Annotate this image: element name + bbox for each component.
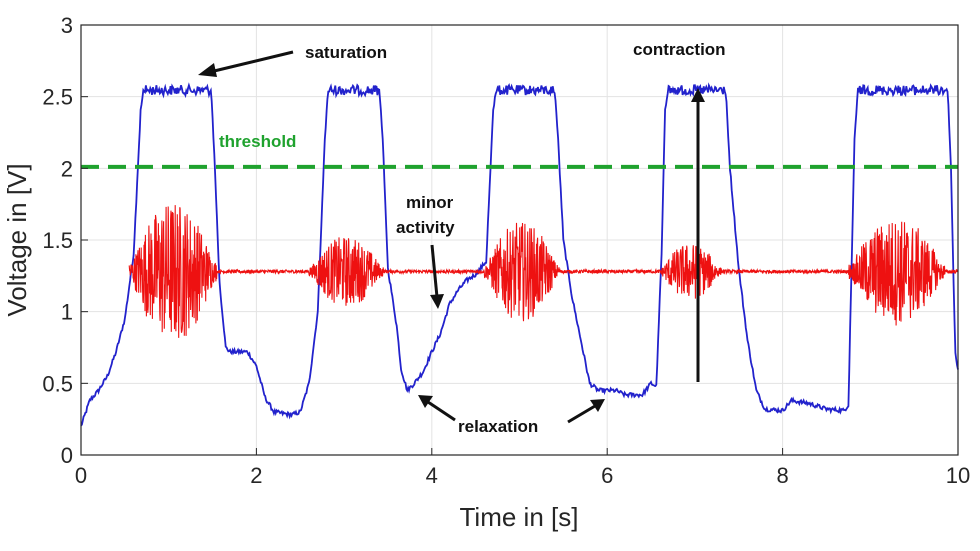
annotation-contraction: contraction	[633, 40, 726, 59]
annotation-relaxation: relaxation	[458, 417, 538, 436]
x-tick-label: 10	[946, 463, 970, 488]
x-tick-label: 8	[776, 463, 788, 488]
y-axis-label: Voltage in [V]	[2, 163, 32, 316]
minor-activity-arrow	[430, 244, 439, 298]
saturation-arrow	[209, 50, 294, 74]
y-tick-label: 1	[61, 300, 73, 325]
contraction-arrowhead	[691, 88, 705, 102]
blue-series-line	[80, 82, 959, 427]
series-voltage-red	[128, 205, 959, 338]
annotation-saturation: saturation	[305, 43, 387, 62]
saturation-arrowhead	[198, 63, 217, 77]
x-tick-label: 2	[250, 463, 262, 488]
annotation-threshold: threshold	[219, 132, 296, 151]
annotation-arrows	[198, 50, 705, 424]
y-tick-label: 2.5	[42, 85, 73, 110]
minor-activity-arrowhead	[430, 294, 444, 309]
relaxation-arrow-left-head	[418, 395, 433, 408]
y-tick-label: 0	[61, 443, 73, 468]
relaxation-arrow-right-head	[590, 399, 605, 412]
annotation-activity: activity	[396, 218, 455, 237]
x-tick-label: 0	[75, 463, 87, 488]
red-series-line	[128, 205, 959, 338]
y-tick-label: 0.5	[42, 371, 73, 396]
x-axis-label: Time in [s]	[460, 502, 579, 532]
annotation-minor: minor	[406, 193, 454, 212]
series-voltage-blue	[80, 82, 959, 427]
x-tick-label: 6	[601, 463, 613, 488]
ticks: 0 2 4 6 8 10 0 0.5 1 1.5 2 2.5 3	[42, 13, 970, 488]
y-tick-label: 1.5	[42, 228, 73, 253]
y-tick-label: 3	[61, 13, 73, 38]
x-tick-label: 4	[426, 463, 438, 488]
y-tick-label: 2	[61, 156, 73, 181]
relaxation-arrow-right	[567, 404, 596, 424]
relaxation-arrow-left	[427, 400, 456, 422]
